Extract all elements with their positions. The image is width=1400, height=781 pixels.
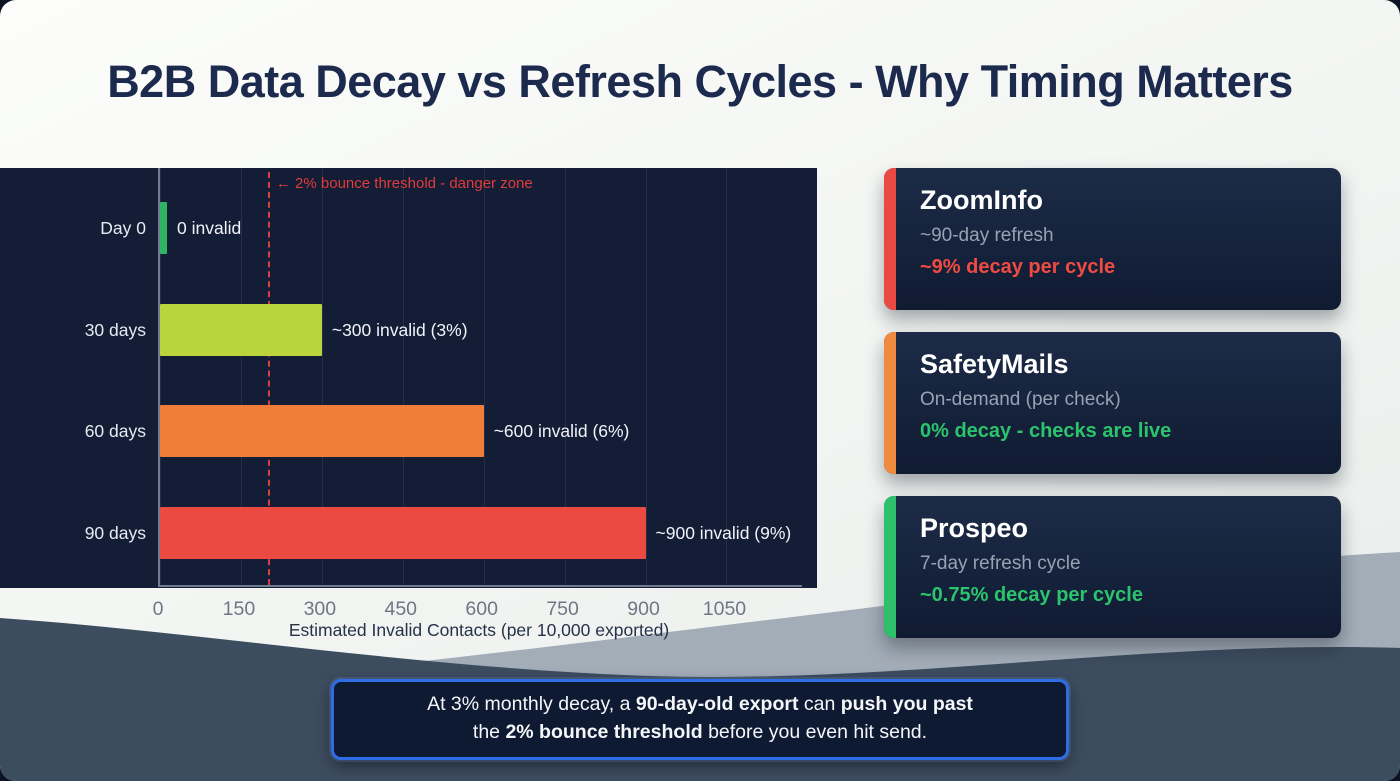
card-accent-stripe [884,168,896,310]
vendor-name: Prospeo [920,513,1029,543]
gridline [483,168,485,585]
bar-row-day0: 0 invalid [160,202,802,254]
x-tick-label: 900 [627,598,660,620]
gridline [321,168,323,585]
x-tick-label: 450 [384,598,418,620]
vendor-card-zoominfo: ZoomInfo ~90-day refresh ~9% decay per c… [884,168,1341,310]
threshold-annotation: ← 2% bounce threshold - danger zone [275,175,533,192]
card-body: Prospeo 7-day refresh cycle ~0.75% decay… [896,496,1167,638]
vendor-cards: ZoomInfo ~90-day refresh ~9% decay per c… [884,168,1341,660]
card-accent-stripe [884,332,896,474]
gridline [726,168,728,585]
bar-row-60days: ~600 invalid (6%) [160,405,802,457]
x-axis-title: Estimated Invalid Contacts (per 10,000 e… [288,620,670,640]
x-tick-label: 600 [465,598,498,620]
x-tick-label: 750 [546,598,579,620]
bar-row-90days: ~900 invalid (9%) [160,507,802,559]
gridline [160,168,161,585]
category-label-30days: 30 days [84,320,146,340]
plot-area: ← 2% bounce threshold - danger zone 0 in… [158,168,802,587]
gridline [240,168,242,585]
vendor-name: ZoomInfo [920,185,1043,215]
decay-bar-chart: Day 0 30 days 60 days 90 days ← 2% bounc… [0,168,817,640]
vendor-decay: 0% decay - checks are live [920,420,1172,442]
threshold-line [267,172,270,585]
gridline [564,168,566,585]
bar-90days [160,507,646,559]
bar-value-label: 0 invalid [177,218,242,238]
vendor-refresh: 7-day refresh cycle [920,553,1081,574]
bar-day0 [160,202,167,254]
x-tick-label: 0 [152,598,164,620]
bar-value-label: ~600 invalid (6%) [493,421,630,441]
category-label-90days: 90 days [84,523,146,543]
callout-box: At 3% monthly decay, a 90-day-old export… [331,679,1069,760]
vendor-card-safetymails: SafetyMails On-demand (per check) 0% dec… [884,332,1341,474]
vendor-refresh: On-demand (per check) [920,389,1121,410]
bar-60days [160,405,484,457]
vendor-refresh: ~90-day refresh [920,225,1054,246]
card-body: SafetyMails On-demand (per check) 0% dec… [896,332,1195,474]
category-label-60days: 60 days [84,421,146,441]
category-label-day0: Day 0 [100,218,146,238]
x-tick-label: 1050 [702,598,747,620]
bar-30days [160,304,322,356]
x-tick-label: 150 [222,598,256,620]
callout-text: At 3% monthly decay, a 90-day-old export… [427,693,973,743]
vendor-name: SafetyMails [920,349,1069,379]
gridline [645,168,647,585]
x-axis-ticks: 0 150 300 450 600 750 900 1050 [153,598,800,624]
bar-row-30days: ~300 invalid (3%) [160,304,802,356]
vendor-decay: ~9% decay per cycle [920,256,1116,278]
vendor-decay: ~0.75% decay per cycle [920,584,1143,606]
gridline [402,168,404,585]
bar-value-label: ~900 invalid (9%) [655,523,792,543]
bar-value-label: ~300 invalid (3%) [331,320,468,340]
vendor-card-prospeo: Prospeo 7-day refresh cycle ~0.75% decay… [884,496,1341,638]
x-tick-label: 300 [303,598,337,620]
card-body: ZoomInfo ~90-day refresh ~9% decay per c… [896,168,1139,310]
page-title: B2B Data Decay vs Refresh Cycles - Why T… [107,56,1293,107]
card-accent-stripe [884,496,896,638]
